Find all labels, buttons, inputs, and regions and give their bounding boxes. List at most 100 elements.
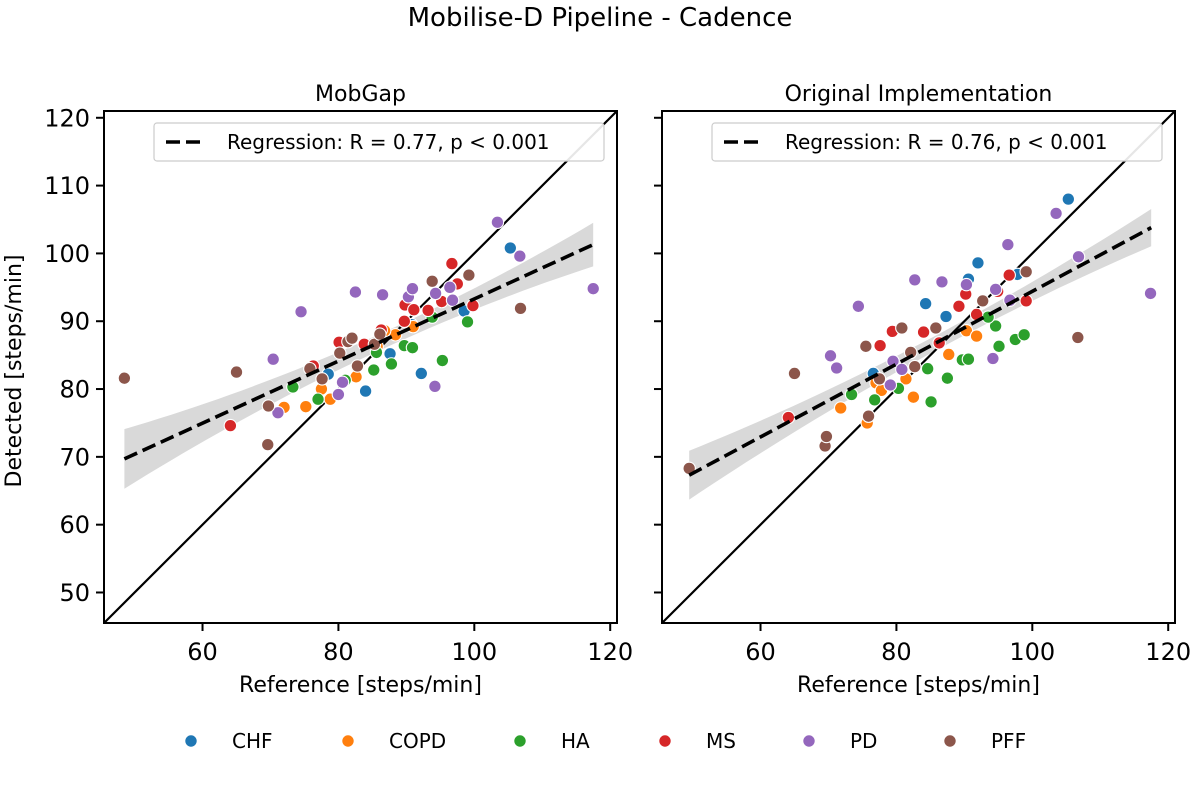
x-tick-label: 60	[745, 638, 776, 666]
x-tick-label: 60	[187, 638, 218, 666]
data-point-pd	[1001, 237, 1015, 252]
data-point-pd	[988, 282, 1003, 297]
regression-legend-box	[153, 122, 605, 162]
data-point-ha	[366, 363, 381, 377]
panel-title: MobGap	[315, 82, 406, 107]
legend-label-ha: HA	[561, 729, 590, 753]
data-point-pd	[428, 379, 442, 394]
data-point-pd	[405, 281, 420, 296]
data-point-pff	[903, 345, 918, 360]
data-point-pff	[345, 331, 359, 345]
data-point-pff	[861, 409, 876, 423]
data-point-pff	[261, 437, 275, 452]
data-point-ms	[952, 299, 966, 314]
data-point-ha	[311, 392, 325, 406]
data-point-pff	[787, 366, 802, 381]
x-tick-label: 120	[587, 638, 633, 666]
data-point-ha	[924, 395, 938, 409]
plot-area	[662, 111, 1175, 623]
data-point-copd	[941, 347, 956, 362]
data-point-ms	[916, 325, 931, 339]
regression-legend-label: Regression: R = 0.76, p < 0.001	[785, 130, 1108, 154]
x-tick-label: 100	[1009, 638, 1055, 666]
data-point-ha	[867, 393, 882, 407]
data-point-pd	[883, 378, 898, 392]
legend-label-pff: PFF	[991, 729, 1026, 753]
data-point-pd	[271, 406, 285, 420]
data-point-chf	[971, 256, 985, 270]
panel-mobgap: 60 80 100 120 50 60 70 80 90 100 110 120 MobGap Refer…	[2, 82, 633, 698]
data-point-pd	[908, 273, 922, 287]
data-point-pff	[425, 274, 439, 288]
x-tick-label: 80	[881, 638, 912, 666]
data-point-pff	[117, 371, 132, 385]
data-point-ms	[421, 303, 435, 318]
data-point-ha	[405, 340, 420, 355]
data-point-ha	[940, 371, 955, 385]
legend-marker-chf	[184, 734, 198, 748]
confidence-band	[124, 222, 594, 489]
axes-frame	[103, 110, 618, 624]
data-point-pff	[333, 346, 347, 360]
data-point-pff	[315, 372, 329, 386]
data-point-pd	[375, 288, 390, 302]
x-axis-label: Reference [steps/min]	[239, 673, 482, 698]
x-tick-label: 100	[451, 638, 497, 666]
data-point-pff	[462, 268, 476, 282]
data-point-chf	[939, 309, 953, 324]
data-point-pff	[261, 399, 276, 413]
axes-frame	[661, 110, 1176, 624]
data-point-pd	[1071, 250, 1086, 264]
data-point-pff	[859, 339, 873, 354]
data-point-ms	[1002, 268, 1016, 282]
data-point-pd	[895, 362, 909, 377]
data-point-pd	[986, 351, 1000, 366]
data-point-pd	[445, 293, 460, 307]
data-point-ms	[445, 256, 459, 271]
regression-line	[123, 242, 594, 461]
legend-label-copd: COPD	[389, 729, 446, 753]
regression-legend-label: Regression: R = 0.77, p < 0.001	[227, 130, 550, 154]
x-tick-label: 80	[323, 638, 354, 666]
data-point-pd	[348, 285, 363, 299]
data-point-pff	[1019, 264, 1033, 279]
data-point-pd	[1049, 206, 1063, 221]
plot-area	[104, 111, 617, 623]
y-tick-label: 60	[59, 511, 90, 539]
data-point-pff	[350, 359, 365, 373]
y-tick-label: 90	[59, 308, 90, 336]
data-point-ha	[435, 353, 450, 368]
data-point-pff	[819, 429, 834, 444]
data-point-ha	[920, 361, 935, 376]
data-point-pd	[959, 277, 974, 292]
data-point-pd	[513, 249, 527, 263]
legend-label-pd: PD	[850, 729, 877, 753]
data-point-pff	[929, 321, 943, 335]
legend-marker-pd	[802, 734, 816, 748]
data-point-copd	[833, 401, 848, 415]
data-point-pd	[586, 281, 600, 296]
data-point-copd	[969, 329, 984, 343]
x-axis-label: Reference [steps/min]	[797, 673, 1040, 698]
regression-legend-box	[711, 122, 1163, 162]
data-point-chf	[918, 296, 933, 311]
x-tick-label: 120	[1145, 638, 1191, 666]
y-tick-label: 70	[59, 443, 90, 471]
y-tick-label: 120	[44, 104, 90, 132]
data-point-pd	[490, 215, 505, 229]
y-axis-label: Detected [steps/min]	[2, 255, 27, 488]
data-point-pff	[1071, 330, 1085, 345]
legend-label-chf: CHF	[232, 729, 273, 753]
data-point-pd	[829, 361, 844, 375]
figure-legend: CHF COPD HA MS PD PFF	[184, 729, 1026, 753]
data-point-ha	[384, 357, 399, 371]
data-point-copd	[906, 390, 921, 404]
panel-original-implementation: 60 80 100 120 Original Implementation Referen…	[654, 82, 1191, 698]
y-tick-label: 50	[59, 579, 90, 607]
data-point-pd	[935, 275, 949, 289]
data-point-chf	[414, 366, 429, 381]
data-point-ha	[992, 339, 1006, 354]
data-point-ms	[873, 338, 887, 353]
data-point-pd	[851, 299, 866, 314]
